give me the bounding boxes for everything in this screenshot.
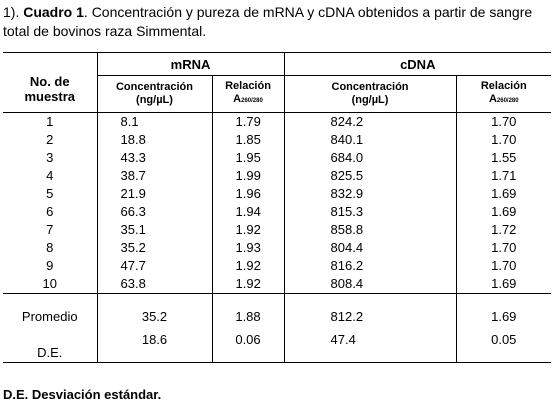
sample-number: 5 (3, 185, 98, 203)
cdna-concentration: 825.5 (284, 167, 457, 185)
mrna-ratio-sd: 0.06 (212, 326, 285, 363)
average-label: Promedio (3, 293, 98, 326)
mrna-concentration: 18.8 (97, 131, 213, 149)
footnote: D.E. Desviación estándar. (3, 387, 162, 402)
cdna-concentration-sd: 47.4 (284, 326, 457, 363)
standard-deviation-label: D.E. (3, 326, 98, 363)
table-row: 7 35.1 1.92 858.8 1.72 (3, 221, 551, 239)
cdna-concentration: 858.8 (284, 221, 457, 239)
cdna-group-header: cDNA (284, 52, 552, 76)
mrna-ratio: 1.96 (212, 185, 285, 203)
mrna-ratio: 1.85 (212, 131, 285, 149)
mrna-ratio: 1.92 (212, 275, 285, 294)
table-row: 9 47.7 1.92 816.2 1.70 (3, 257, 551, 275)
table-caption: 1). Cuadro 1. Concentración y pureza de … (3, 3, 553, 41)
cdna-concentration: 808.4 (284, 275, 457, 294)
mrna-ratio: 1.94 (212, 203, 285, 221)
sample-number: 8 (3, 239, 98, 257)
cdna-concentration: 824.2 (284, 112, 457, 131)
mrna-concentration: 21.9 (97, 185, 213, 203)
mrna-concentration: 8.1 (97, 112, 213, 131)
cdna-concentration: 684.0 (284, 149, 457, 167)
mrna-concentration: 38.7 (97, 167, 213, 185)
results-table: No. de muestra mRNA cDNA Concentración (n… (3, 52, 552, 363)
mrna-concentration: 35.2 (97, 239, 213, 257)
cdna-ratio: 1.70 (491, 114, 517, 129)
cdna-ratio: 1.55 (491, 150, 517, 165)
cdna-ratio: 1.70 (491, 132, 517, 147)
cdna-ratio: 1.69 (491, 186, 517, 201)
mrna-ratio: 1.99 (212, 167, 285, 185)
cdna-ratio: 1.69 (491, 204, 517, 219)
mrna-ratio: 1.92 (212, 221, 285, 239)
mrna-concentration: 47.7 (97, 257, 213, 275)
cdna-ratio: 1.70 (491, 240, 517, 255)
mrna-concentration-average: 35.2 (97, 293, 213, 326)
mrna-group-header: mRNA (97, 52, 285, 76)
cdna-concentration: 840.1 (284, 131, 457, 149)
table-row: 10 63.8 1.92 808.4 1.69 (3, 275, 552, 294)
table-row: 8 35.2 1.93 804.4 1.70 (3, 239, 551, 257)
table-row: 1 8.1 1.79 824.2 1.70 (3, 112, 551, 131)
mrna-concentration: 43.3 (97, 149, 213, 167)
mrna-ratio: 1.92 (212, 257, 285, 275)
cdna-concentration: 804.4 (284, 239, 457, 257)
cdna-ratio-header: Relación A260/280 (456, 75, 552, 113)
mrna-ratio: 1.95 (212, 149, 285, 167)
caption-label: Cuadro 1 (23, 4, 84, 20)
cdna-ratio: 1.72 (491, 222, 517, 237)
sample-number: 3 (3, 149, 98, 167)
cdna-concentration: 815.3 (284, 203, 457, 221)
table-row: 5 21.9 1.96 832.9 1.69 (3, 185, 551, 203)
table-row: 3 43.3 1.95 684.0 1.55 (3, 149, 551, 167)
mrna-concentration: 63.8 (97, 275, 213, 294)
sample-number: 6 (3, 203, 98, 221)
caption-text: . Concentración y pureza de mRNA y cDNA … (3, 4, 533, 39)
table-row: 4 38.7 1.99 825.5 1.71 (3, 167, 551, 185)
standard-deviation-row: D.E. 18.6 0.06 47.4 0.05 (3, 326, 552, 363)
sample-number: 9 (3, 257, 98, 275)
sample-number: 1 (3, 112, 98, 131)
cdna-ratio-sd: 0.05 (456, 326, 552, 363)
mrna-concentration-header: Concentración (ng/µL) (97, 75, 213, 113)
mrna-concentration-sd: 18.6 (97, 326, 213, 363)
sample-number: 10 (3, 275, 98, 294)
mrna-concentration: 66.3 (97, 203, 213, 221)
mrna-ratio: 1.93 (212, 239, 285, 257)
average-row: Promedio 35.2 1.88 812.2 1.69 (3, 293, 551, 326)
mrna-ratio-header: Relación A260/280 (212, 75, 285, 113)
cdna-ratio: 1.70 (491, 258, 517, 273)
cdna-concentration-header: Concentración (ng/µL) (284, 75, 457, 113)
cdna-ratio-average: 1.69 (491, 309, 517, 324)
mrna-concentration: 35.1 (97, 221, 213, 239)
cdna-concentration-average: 812.2 (284, 293, 457, 326)
sample-number: 2 (3, 131, 98, 149)
cdna-concentration: 832.9 (284, 185, 457, 203)
cdna-ratio: 1.71 (491, 168, 517, 183)
mrna-ratio: 1.79 (212, 112, 285, 131)
sample-number: 4 (3, 167, 98, 185)
table-row: 6 66.3 1.94 815.3 1.69 (3, 203, 551, 221)
caption-prefix: 1). (3, 4, 24, 20)
cdna-ratio: 1.69 (456, 275, 552, 294)
sample-number-header: No. de muestra (3, 52, 98, 113)
sample-number: 7 (3, 221, 98, 239)
cdna-concentration: 816.2 (284, 257, 457, 275)
mrna-ratio-average: 1.88 (212, 293, 285, 326)
table-row: 2 18.8 1.85 840.1 1.70 (3, 131, 551, 149)
